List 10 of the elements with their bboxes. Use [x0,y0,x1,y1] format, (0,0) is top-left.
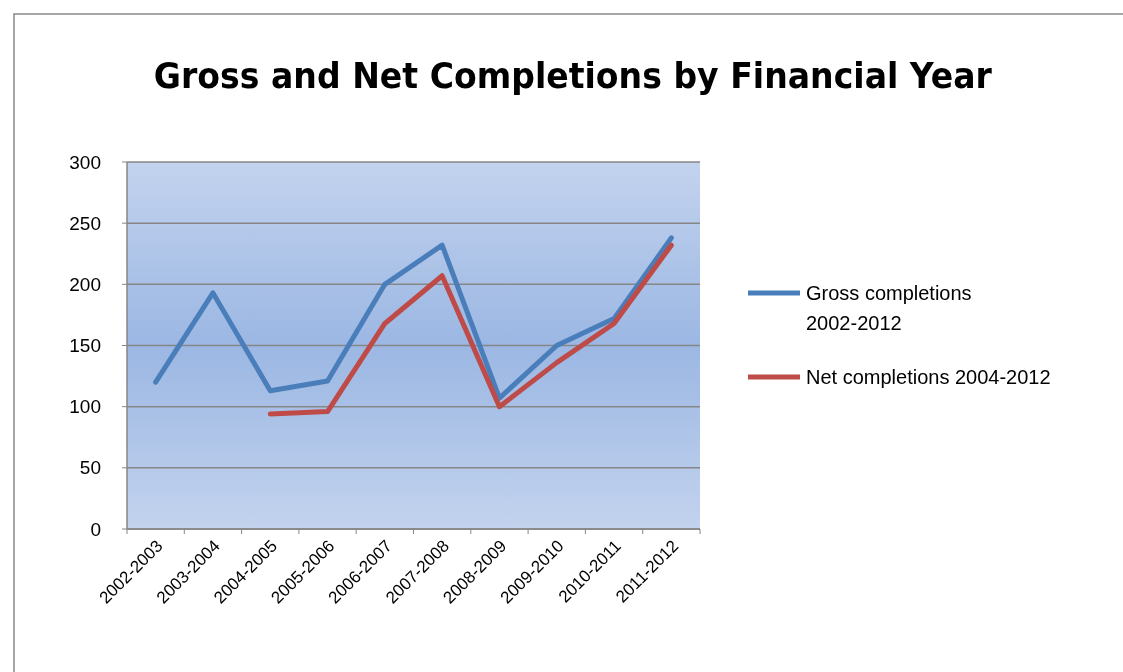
y-tick-label: 50 [79,457,101,479]
y-tick-label: 150 [69,335,101,357]
y-tick-label: 300 [69,151,101,173]
chart-title: Gross and Net Completions by Financial Year [153,54,992,97]
legend-label: Gross completions 2002-2012 [806,282,972,334]
y-tick-label: 250 [69,212,101,234]
y-tick-label: 100 [69,396,101,418]
legend-label: Net completions 2004-2012 [806,366,1051,388]
y-tick-label: 0 [90,518,101,540]
y-tick-label: 200 [69,273,101,295]
